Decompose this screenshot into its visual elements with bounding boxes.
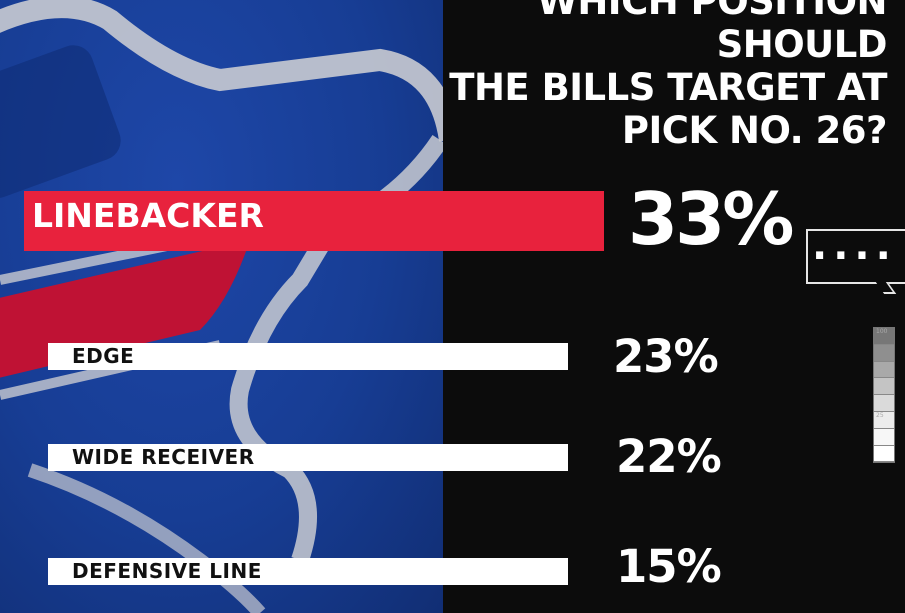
bar-label-edge: EDGE xyxy=(72,344,135,368)
bar-label-linebacker: LINEBACKER xyxy=(32,196,264,235)
title-line-1: WHICH POSITION SHOULD xyxy=(537,0,887,66)
value-label-edge: 23% xyxy=(613,330,719,383)
title-line-3: PICK NO. 26? xyxy=(621,109,888,152)
bar-defensive-line xyxy=(48,558,568,585)
meter-tick-100: 100 xyxy=(876,328,888,335)
bar-label-defensive-line: DEFENSIVE LINE xyxy=(72,559,262,583)
opacity-meter-icon[interactable] xyxy=(873,327,895,463)
value-label-linebacker: 33% xyxy=(628,177,794,261)
bar-linebacker xyxy=(24,191,604,251)
bar-wide-receiver xyxy=(48,444,568,471)
bills-logo-background xyxy=(0,0,443,613)
meter-tick-75: 75 xyxy=(876,369,884,376)
value-label-wide-receiver: 22% xyxy=(616,430,722,483)
meter-tick-25: 25 xyxy=(876,412,884,419)
bar-edge xyxy=(48,343,568,370)
bar-label-wide-receiver: WIDE RECEIVER xyxy=(72,445,255,469)
title-line-2: THE BILLS TARGET AT xyxy=(449,66,887,109)
comment-dots: .... xyxy=(812,223,897,269)
poll-question-title: WHICH POSITION SHOULD THE BILLS TARGET A… xyxy=(367,0,887,152)
value-label-defensive-line: 15% xyxy=(616,540,722,593)
comment-bubble-icon[interactable] xyxy=(806,229,905,284)
